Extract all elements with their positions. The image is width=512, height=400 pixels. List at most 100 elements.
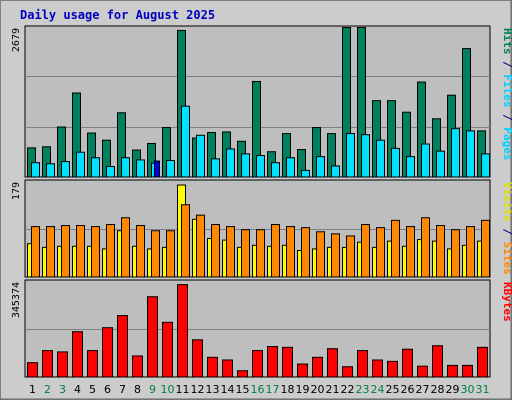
- bar-kbytes-day-3: [57, 351, 68, 378]
- bar-sites-day-13: [211, 224, 220, 278]
- bar-sites-day-20: [316, 231, 325, 278]
- panel-kbytes-ymax-label: 345374: [11, 282, 22, 318]
- x-axis-day-labels: 1 2 3 4 5 6 7 8 9 10 11 12 13 14 15 16 17 18 19 20 21 22 23 24 2…: [29, 383, 490, 396]
- bar-sites-day-3: [61, 225, 70, 278]
- bar-files-day-3: [61, 161, 70, 178]
- bar-sites-day-17: [271, 224, 280, 278]
- bar-files-day-13: [211, 158, 220, 178]
- bar-sites-day-14: [226, 226, 235, 278]
- legend-part-hits-2: Files: [501, 74, 512, 107]
- legend-part-hits-1: /: [501, 55, 512, 75]
- x-tick-label-day-2: 2: [44, 383, 51, 396]
- x-tick-label-day-14: 14: [221, 383, 235, 396]
- x-tick-label-day-18: 18: [281, 383, 295, 396]
- bar-files-day-18: [286, 157, 295, 178]
- bar-kbytes-day-25: [387, 360, 398, 378]
- bar-sites-day-11: [181, 204, 190, 278]
- bar-kbytes-day-6: [102, 327, 113, 378]
- bar-files-day-14: [226, 148, 235, 178]
- x-tick-label-day-16: 16: [251, 383, 265, 396]
- bar-sites-day-21: [331, 233, 340, 278]
- bar-kbytes-day-12: [192, 339, 203, 378]
- x-tick-label-day-29: 29: [446, 383, 460, 396]
- bar-sites-day-23: [361, 224, 370, 278]
- bar-sites-day-5: [91, 226, 100, 278]
- legend-part-hits-3: /: [501, 108, 512, 128]
- bar-files-day-6: [106, 166, 115, 178]
- bar-sites-day-16: [256, 229, 265, 278]
- bar-kbytes-day-23: [357, 350, 368, 378]
- bar-sites-day-28: [436, 225, 445, 278]
- bar-files-day-8: [136, 159, 145, 178]
- x-tick-label-day-15: 15: [236, 383, 250, 396]
- bar-kbytes-day-29: [447, 364, 458, 378]
- bar-sites-day-18: [286, 226, 295, 278]
- bar-files-day-16: [256, 155, 265, 178]
- bar-files-day-28: [436, 150, 445, 178]
- x-tick-label-day-17: 17: [266, 383, 280, 396]
- bar-kbytes-day-31: [477, 346, 488, 378]
- bar-files-day-5: [91, 157, 100, 178]
- bar-files-day-17: [271, 162, 280, 178]
- bar-files-day-22: [346, 133, 355, 178]
- x-tick-label-day-26: 26: [401, 383, 415, 396]
- bar-files-day-24: [376, 139, 385, 178]
- bar-kbytes-day-8: [132, 355, 143, 378]
- panel-kbytes-series-legend: KBytes: [501, 282, 512, 322]
- bar-kbytes-day-30: [462, 364, 473, 378]
- panel-kbytes: 345374 KBytes: [11, 279, 512, 378]
- bar-kbytes-day-1: [27, 362, 38, 378]
- legend-part-hits-0: Hits: [501, 28, 512, 55]
- bar-pages-day-9: [154, 160, 160, 178]
- bar-sites-day-29: [451, 229, 460, 278]
- bar-files-day-1: [31, 162, 40, 178]
- bar-sites-day-12: [196, 214, 205, 278]
- bar-sites-day-15: [241, 229, 250, 278]
- x-tick-label-day-23: 23: [356, 383, 370, 396]
- bar-sites-day-8: [136, 225, 145, 278]
- bar-files-day-20: [316, 156, 325, 178]
- bar-kbytes-day-5: [87, 350, 98, 378]
- x-tick-label-day-12: 12: [191, 383, 205, 396]
- x-tick-label-day-22: 22: [341, 383, 355, 396]
- bar-files-day-30: [466, 130, 475, 178]
- legend-part-visits-0: Visits: [501, 182, 512, 222]
- bar-sites-day-10: [166, 230, 175, 278]
- x-tick-label-day-21: 21: [326, 383, 340, 396]
- bar-files-day-27: [421, 143, 430, 178]
- bar-kbytes-day-11: [177, 284, 188, 378]
- x-tick-label-day-9: 9: [149, 383, 156, 396]
- bar-sites-day-30: [466, 226, 475, 278]
- bar-files-day-23: [361, 134, 370, 178]
- x-tick-label-day-19: 19: [296, 383, 310, 396]
- panel-visits-ymax-label: 179: [11, 182, 22, 200]
- legend-part-hits-4: Pages: [501, 127, 512, 160]
- legend-part-visits-1: /: [501, 222, 512, 242]
- chart-title: Daily usage for August 2025: [20, 8, 215, 22]
- bar-files-day-19: [301, 169, 310, 178]
- bar-kbytes-day-7: [117, 315, 128, 378]
- bar-files-day-4: [76, 151, 85, 178]
- bar-sites-day-9: [151, 230, 160, 278]
- bar-kbytes-day-27: [417, 365, 428, 378]
- x-tick-label-day-28: 28: [431, 383, 445, 396]
- bar-files-day-12: [196, 134, 205, 178]
- x-tick-label-day-5: 5: [89, 383, 96, 396]
- bar-sites-day-4: [76, 225, 85, 278]
- x-tick-label-day-3: 3: [59, 383, 66, 396]
- bar-files-day-2: [46, 163, 55, 178]
- x-tick-label-day-8: 8: [134, 383, 141, 396]
- x-tick-label-day-4: 4: [74, 383, 81, 396]
- bar-kbytes-day-21: [327, 348, 338, 378]
- bar-kbytes-day-10: [162, 321, 173, 378]
- bar-kbytes-day-14: [222, 359, 233, 378]
- panel-hits-series-legend: Hits / Files / Pages: [501, 28, 512, 161]
- panel-hits: 2679 Hits / Files / Pages: [11, 25, 512, 178]
- bar-kbytes-day-17: [267, 346, 278, 378]
- bar-kbytes-day-28: [432, 345, 443, 378]
- x-tick-label-day-31: 31: [476, 383, 490, 396]
- bar-kbytes-day-26: [402, 348, 413, 378]
- bar-sites-day-24: [376, 227, 385, 278]
- bar-kbytes-day-16: [252, 350, 263, 378]
- bar-sites-day-26: [406, 226, 415, 278]
